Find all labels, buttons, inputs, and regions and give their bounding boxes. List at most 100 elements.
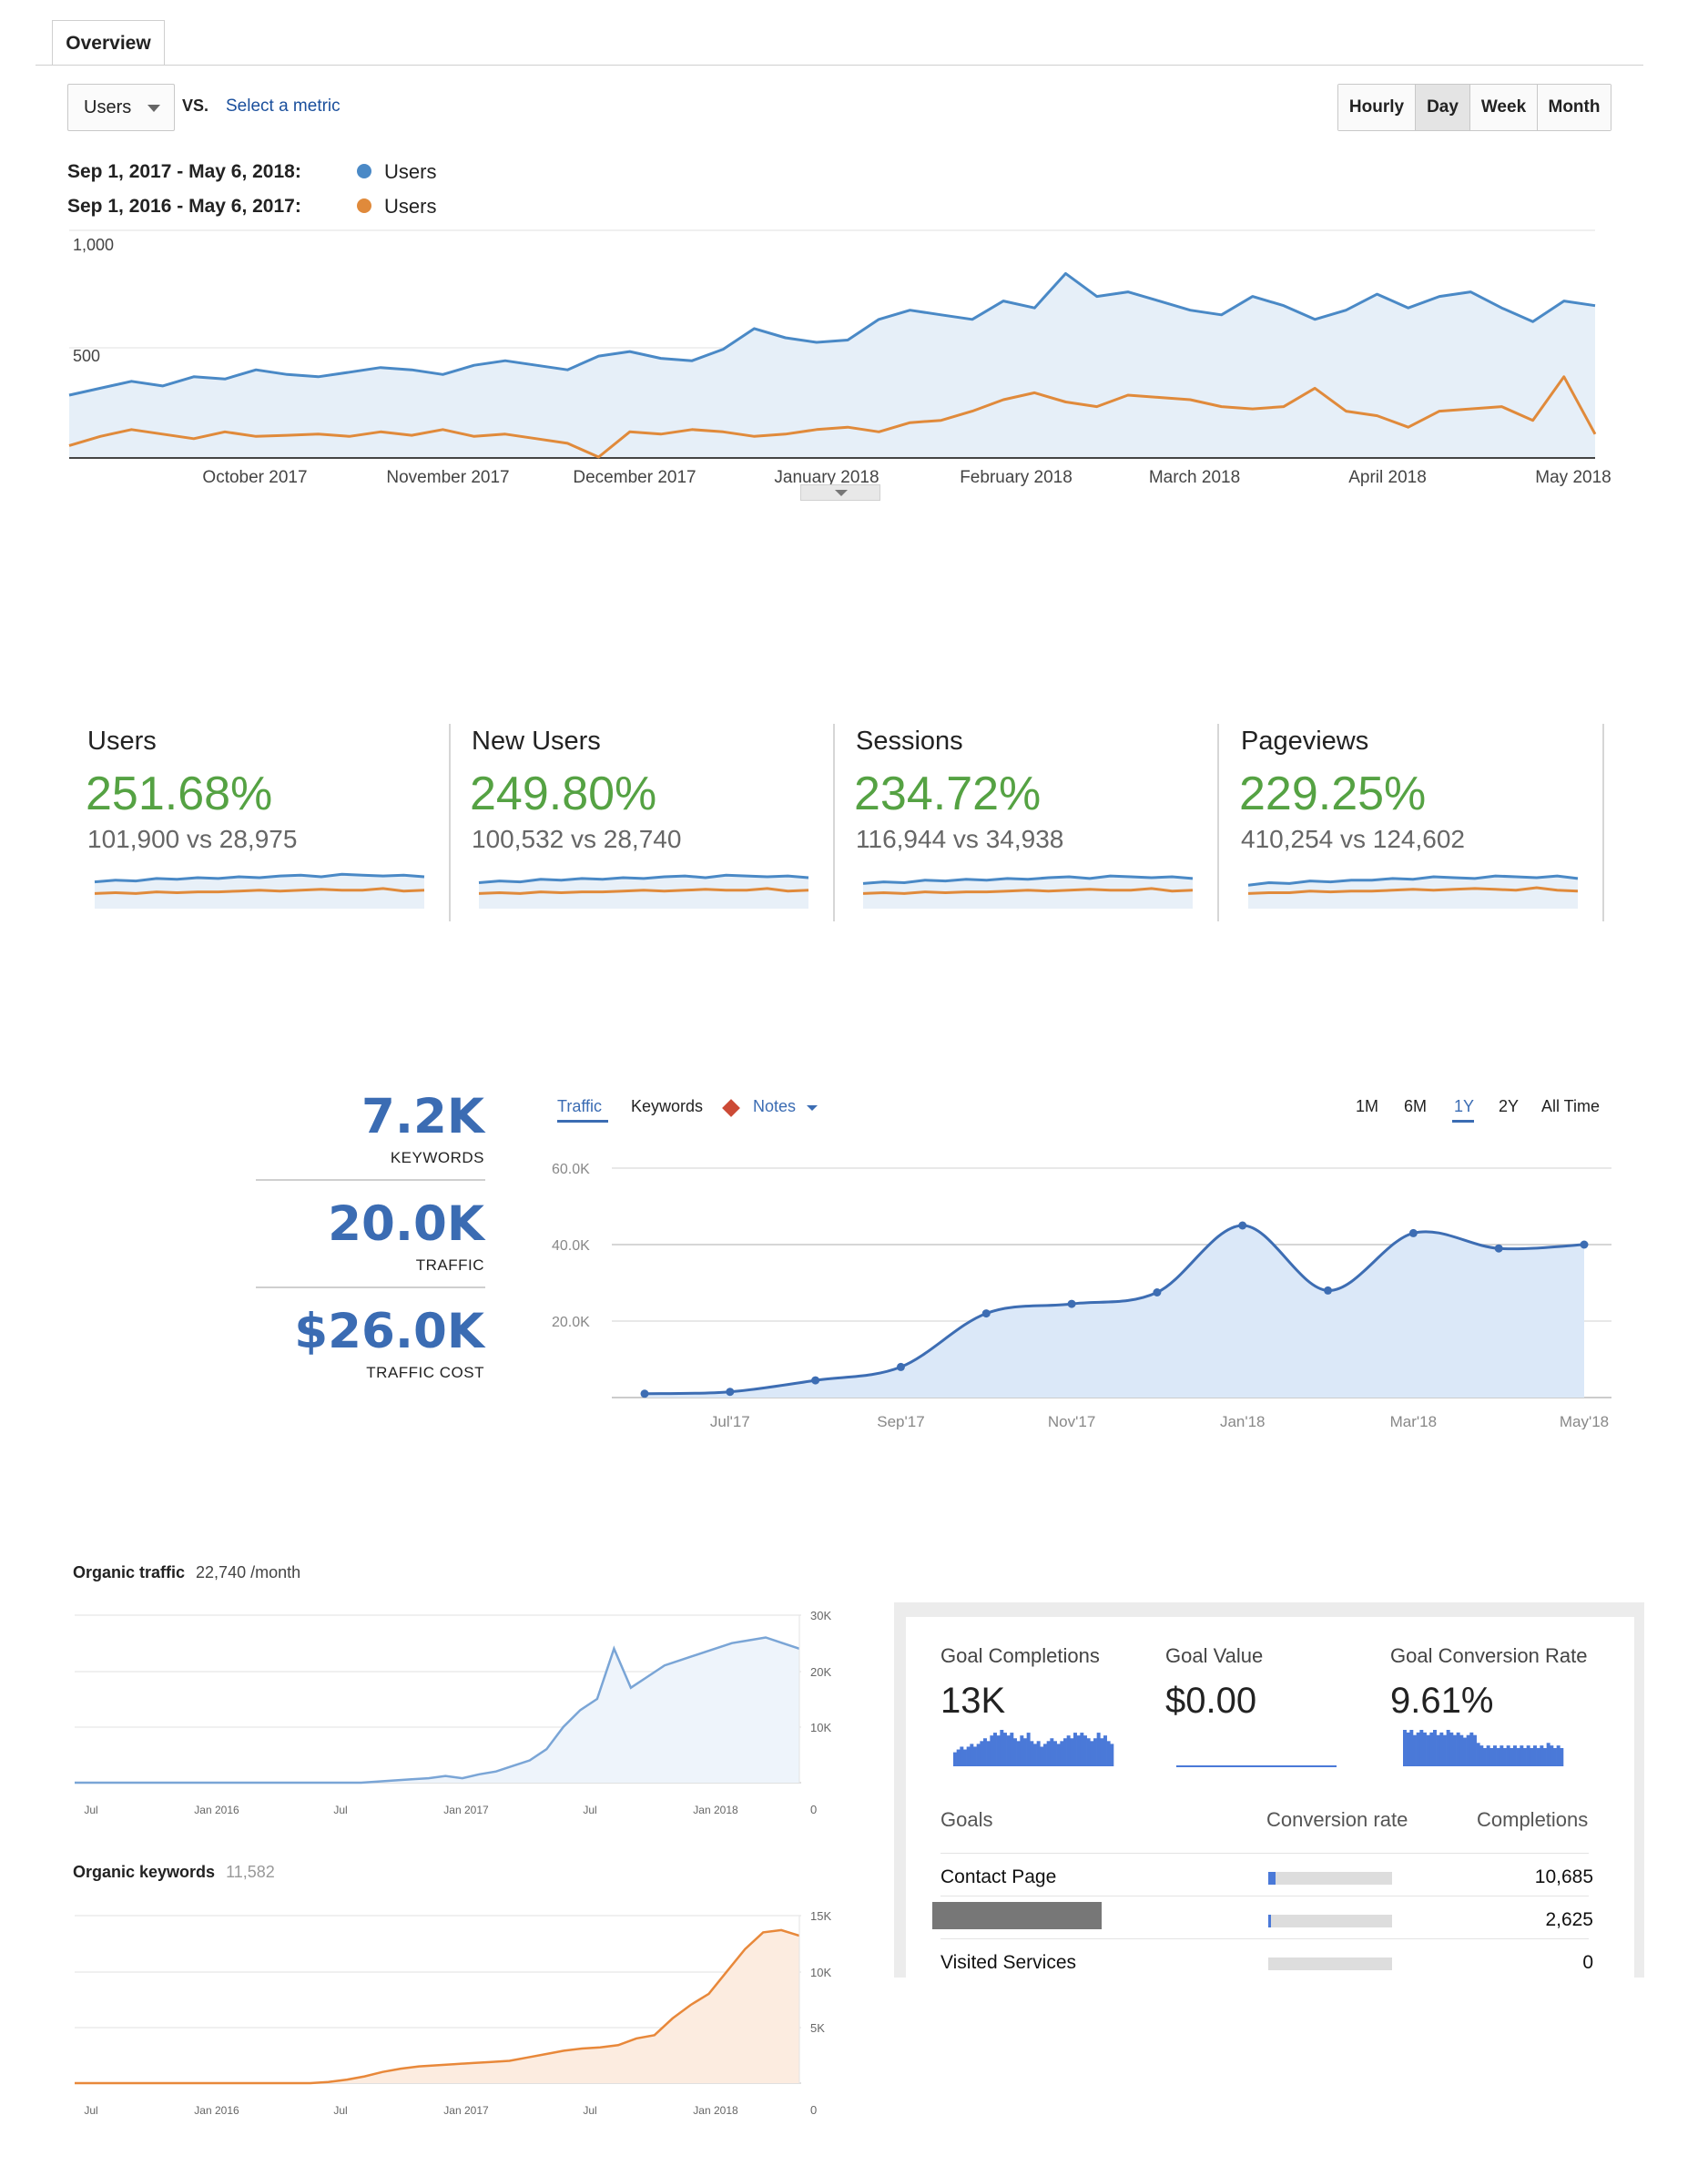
sparkline-bar — [996, 1735, 1001, 1766]
sparkline-bar — [1523, 1748, 1527, 1766]
sparkline-bar — [1456, 1732, 1460, 1766]
sparkline-bar — [1493, 1745, 1497, 1766]
sparkline-bar — [1540, 1745, 1544, 1766]
card-sparkline — [94, 872, 425, 909]
range-2y[interactable]: 2Y — [1499, 1097, 1520, 1115]
sparkline-current — [862, 874, 1194, 885]
sparkline-bar — [1439, 1732, 1444, 1766]
sparkline-bar — [1020, 1735, 1024, 1766]
tab-overview[interactable]: Overview — [52, 20, 165, 66]
sparkline-bar — [1419, 1730, 1424, 1766]
x-tick-label: Jul — [333, 1804, 347, 1816]
current-range-label: Sep 1, 2017 - May 6, 2018: — [67, 161, 301, 182]
tab-notes[interactable]: Notes — [753, 1097, 797, 1115]
sparkline-bar — [1030, 1741, 1034, 1766]
organic-keywords-title: Organic keywords — [73, 1863, 216, 1881]
granularity-buttons: Hourly Day Week Month — [1337, 84, 1611, 131]
goal-metric-value: 9.61% — [1390, 1681, 1494, 1721]
series-line-previous — [68, 375, 1597, 459]
sparkline-bar — [956, 1749, 961, 1766]
traffic-point — [896, 1362, 905, 1371]
chevron-down-icon — [147, 105, 160, 112]
organic-traffic-chart: 30K 20K 10K 0 Jul Jan 2016 Jul Jan 2017 Jul Jan 2… — [75, 1609, 831, 1816]
range-1y-underline — [1452, 1120, 1474, 1123]
y-tick-label: 0 — [810, 1803, 817, 1816]
conversion-rate-bar — [1268, 1872, 1392, 1885]
x-tick-label: Jul'17 — [710, 1413, 750, 1429]
hourly-button[interactable]: Hourly — [1338, 85, 1416, 130]
sparkline-bar — [1533, 1745, 1537, 1766]
day-button[interactable]: Day — [1416, 85, 1470, 130]
conversion-rate-bar — [1268, 1915, 1392, 1927]
range-1y[interactable]: 1Y — [1454, 1097, 1475, 1115]
sparkline-bar — [1070, 1738, 1074, 1766]
sparkline-bar — [986, 1741, 991, 1766]
goal-metric-title: Goal Conversion Rate — [1390, 1644, 1588, 1667]
vs-label: VS. — [182, 97, 209, 115]
card-title: New Users — [472, 727, 601, 756]
series-line — [75, 1928, 800, 2085]
conversion-rate-column-header: Conversion rate — [1266, 1808, 1408, 1831]
sparkline-bar — [1046, 1741, 1051, 1766]
caret-down-icon — [835, 490, 848, 496]
tab-keywords[interactable]: Keywords — [631, 1097, 704, 1115]
sparkline-bar — [1416, 1732, 1420, 1766]
sparkline-bar — [1526, 1745, 1530, 1766]
x-tick-label: January 2018 — [774, 468, 879, 487]
legend-label-current: Users — [384, 160, 437, 183]
metric-select[interactable]: Users — [67, 84, 175, 131]
range-6m[interactable]: 6M — [1404, 1097, 1428, 1115]
sparkline-bar — [1086, 1738, 1091, 1766]
x-tick-label: December 2017 — [573, 468, 696, 487]
sparkline-bar — [1060, 1741, 1064, 1766]
week-button[interactable]: Week — [1470, 85, 1538, 130]
sparkline-bar — [980, 1741, 984, 1766]
y-tick-label: 5K — [810, 2021, 825, 2035]
kpi-traffic-cost-label: TRAFFIC COST — [366, 1364, 484, 1381]
x-tick-label: April 2018 — [1348, 468, 1427, 487]
range-1m[interactable]: 1M — [1356, 1097, 1379, 1115]
sparkline-bar — [963, 1749, 967, 1766]
y-tick-label: 20K — [810, 1665, 831, 1679]
chart-collapse-handle[interactable] — [800, 484, 880, 501]
sparkline-bar — [1449, 1732, 1454, 1766]
sparkline-bar — [1013, 1738, 1017, 1766]
tab-traffic[interactable]: Traffic — [557, 1097, 603, 1115]
sparkline-bar — [1433, 1730, 1437, 1766]
organic-keywords-value: 11,582 — [226, 1863, 275, 1881]
range-all-time[interactable]: All Time — [1541, 1097, 1601, 1115]
month-button[interactable]: Month — [1538, 85, 1611, 130]
card-sparkline — [478, 873, 809, 909]
sparkline-bar — [1429, 1732, 1434, 1766]
card-percent-change: 251.68% — [86, 768, 273, 820]
traffic-area — [645, 1225, 1584, 1398]
y-tick-label: 500 — [73, 347, 100, 365]
sparkline-previous — [1247, 886, 1579, 895]
legend-dot-current — [357, 164, 371, 178]
sparkline-area — [1248, 876, 1578, 909]
x-tick-label: Mar'18 — [1390, 1413, 1437, 1429]
traffic-point — [1324, 1286, 1333, 1295]
card-comparison: 100,532 vs 28,740 — [472, 825, 682, 853]
kpi-traffic-value: 20.0K — [328, 1196, 484, 1252]
card-comparison: 101,900 vs 28,975 — [87, 825, 298, 853]
x-tick-label: Jan 2018 — [693, 1804, 738, 1816]
y-tick-label: 1,000 — [73, 236, 114, 254]
kpi-divider — [256, 1286, 485, 1288]
sparkline-bar — [1556, 1745, 1561, 1766]
goal-name: Visited Services — [940, 1952, 1077, 1973]
goal-metric-title: Goal Value — [1165, 1644, 1264, 1667]
y-tick-label: 20.0K — [552, 1315, 590, 1330]
sparkline-bar — [970, 1744, 974, 1766]
traffic-point — [726, 1388, 735, 1397]
sparkline-bar — [1080, 1733, 1084, 1766]
select-metric-link[interactable]: Select a metric — [226, 97, 341, 116]
sparkline-bar — [1076, 1735, 1081, 1766]
sparkline-bar — [1426, 1734, 1430, 1766]
sparkline-bar — [1103, 1735, 1107, 1766]
x-tick-label: November 2017 — [386, 468, 509, 487]
sparkline-bar — [1110, 1744, 1114, 1766]
kpi-keywords-label: KEYWORDS — [390, 1149, 484, 1166]
redacted-goal-name — [932, 1902, 1102, 1929]
sparkline-bar — [1503, 1748, 1507, 1766]
